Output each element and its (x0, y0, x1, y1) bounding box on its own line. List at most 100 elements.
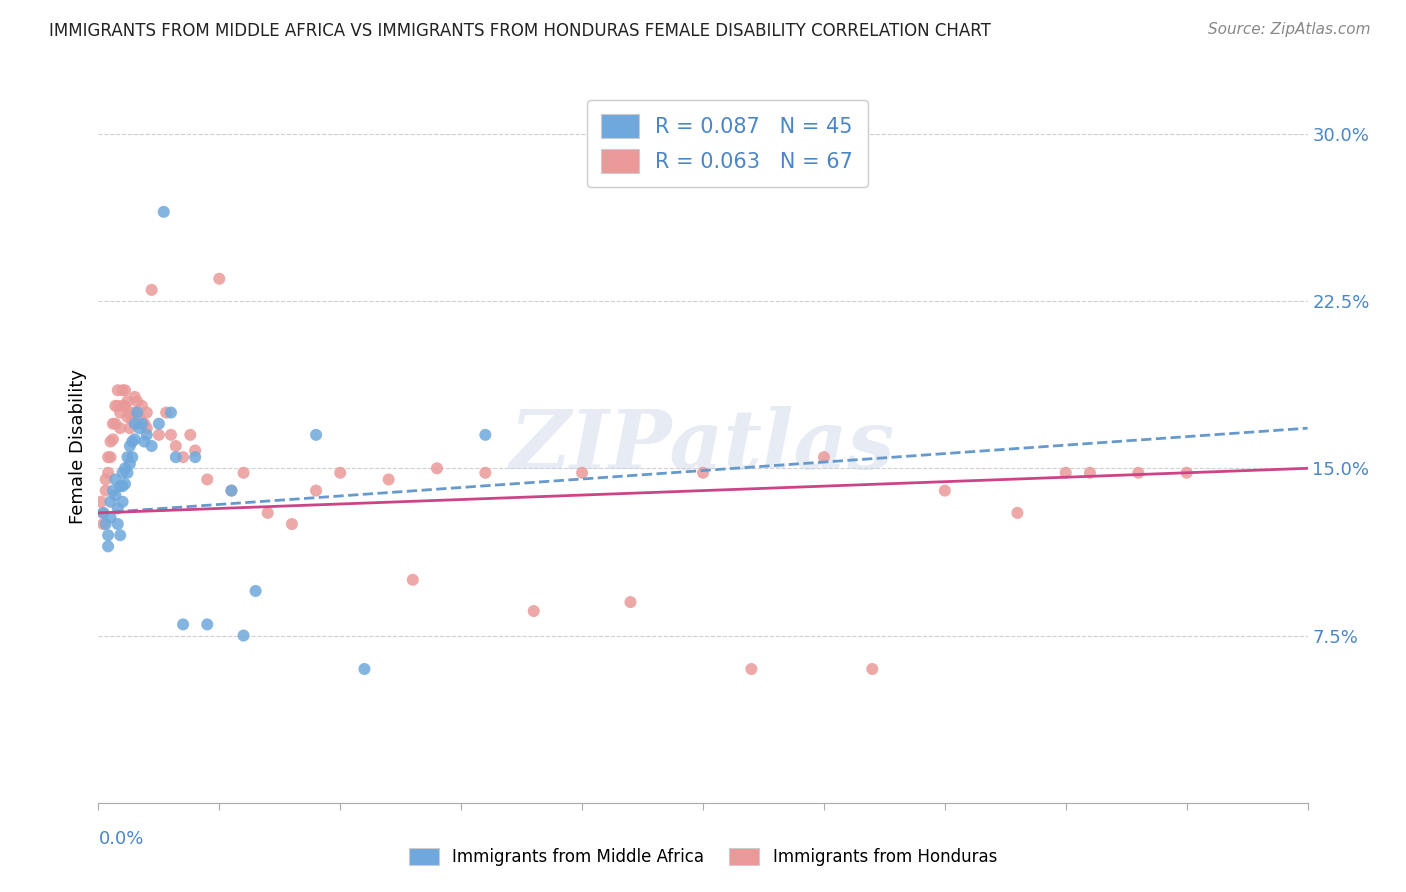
Point (165, 439, 187, 453)
Point (118, 457, 141, 471)
Point (107, 399, 129, 413)
Point (91, 506, 114, 520)
Point (245, 583, 267, 598)
Point (135, 405, 157, 419)
Point (155, 405, 177, 419)
Point (107, 384, 129, 398)
Point (124, 417, 146, 431)
Point (100, 434, 122, 449)
Point (94, 516, 117, 531)
Point (160, 405, 183, 419)
Point (523, 604, 546, 618)
Point (111, 399, 134, 413)
Point (128, 409, 150, 424)
Point (619, 595, 641, 609)
Point (1054, 466, 1077, 480)
Point (114, 476, 136, 491)
Point (195, 473, 218, 487)
Point (101, 483, 124, 498)
Point (134, 434, 156, 449)
Point (1128, 466, 1150, 480)
Point (108, 421, 131, 435)
Point (128, 421, 150, 435)
Point (97, 466, 120, 480)
Point (100, 510, 122, 524)
Point (127, 405, 149, 419)
Point (813, 450, 835, 464)
Point (108, 405, 131, 419)
Point (221, 483, 243, 498)
Point (165, 450, 187, 464)
Point (179, 427, 201, 442)
Point (101, 432, 124, 446)
Point (91, 506, 114, 520)
Point (107, 516, 129, 531)
Point (148, 417, 170, 431)
Legend: Immigrants from Middle Africa, Immigrants from Honduras: Immigrants from Middle Africa, Immigrant… (401, 840, 1005, 875)
Legend: R = 0.087   N = 45, R = 0.063   N = 67: R = 0.087 N = 45, R = 0.063 N = 67 (586, 100, 868, 187)
Point (111, 494, 134, 508)
Point (94, 473, 117, 487)
Point (184, 443, 207, 458)
Point (305, 483, 328, 498)
Point (97, 539, 120, 553)
Point (100, 494, 122, 508)
Point (1078, 466, 1101, 480)
Point (426, 461, 449, 475)
Point (118, 405, 141, 419)
Point (184, 450, 207, 464)
Point (111, 466, 134, 480)
Point (232, 628, 254, 642)
Point (118, 421, 141, 435)
Point (1007, 506, 1029, 520)
Point (104, 399, 127, 413)
Point (91, 516, 114, 531)
Point (94, 483, 117, 498)
Point (377, 473, 399, 487)
Point (104, 473, 127, 487)
Point (108, 528, 131, 542)
Point (256, 506, 278, 520)
Y-axis label: Female Disability: Female Disability (69, 368, 87, 524)
Point (121, 434, 143, 449)
Point (172, 617, 194, 632)
Point (860, 662, 883, 676)
Point (571, 466, 593, 480)
Point (114, 399, 136, 413)
Point (104, 417, 127, 431)
Point (141, 439, 163, 453)
Point (160, 427, 183, 442)
Point (934, 483, 956, 498)
Point (402, 573, 425, 587)
Point (135, 427, 157, 442)
Point (740, 662, 762, 676)
Point (117, 466, 139, 480)
Point (131, 417, 153, 431)
Point (111, 479, 134, 493)
Point (124, 390, 146, 404)
Point (208, 271, 231, 285)
Point (107, 501, 129, 516)
Point (121, 450, 143, 464)
Point (117, 409, 139, 424)
Point (141, 283, 163, 297)
Point (127, 394, 149, 409)
Point (1175, 466, 1198, 480)
Point (117, 450, 139, 464)
Point (148, 427, 170, 442)
Text: 0.0%: 0.0% (98, 830, 143, 848)
Point (97, 528, 120, 542)
Point (172, 450, 194, 464)
Text: IMMIGRANTS FROM MIDDLE AFRICA VS IMMIGRANTS FROM HONDURAS FEMALE DISABILITY CORR: IMMIGRANTS FROM MIDDLE AFRICA VS IMMIGRA… (49, 22, 991, 40)
Point (131, 399, 153, 413)
Point (281, 516, 304, 531)
Point (195, 617, 218, 632)
Point (353, 662, 375, 676)
Text: ZIPatlas: ZIPatlas (510, 406, 896, 486)
Point (152, 204, 174, 219)
Point (329, 466, 352, 480)
Point (114, 384, 136, 398)
Point (692, 466, 714, 480)
Point (232, 466, 254, 480)
Point (111, 384, 134, 398)
